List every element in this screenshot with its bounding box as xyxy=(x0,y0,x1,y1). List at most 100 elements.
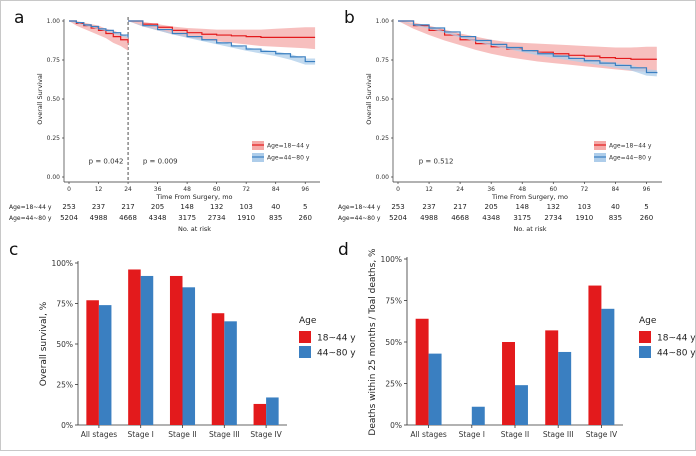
panel-letter-b: b xyxy=(344,8,355,28)
category-label: All stages xyxy=(81,430,118,439)
y-tick-label: 0.75 xyxy=(376,57,390,64)
risk-row-label: Age=18~44 y xyxy=(9,204,52,211)
bar-young xyxy=(128,269,141,425)
y-axis-title: Overall Survival xyxy=(36,73,44,125)
risk-value: 5204 xyxy=(389,214,407,222)
category-label: Stage III xyxy=(543,430,574,439)
survival-line-young xyxy=(69,20,129,43)
bar-old xyxy=(515,385,528,425)
risk-value: 4988 xyxy=(90,214,108,222)
risk-value: 103 xyxy=(578,203,591,211)
y-tick-label: 0.50 xyxy=(376,96,390,103)
category-label: All stages xyxy=(410,430,447,439)
y-tick-label: 25% xyxy=(385,380,402,389)
risk-value: 40 xyxy=(271,203,280,211)
legend-swatch-old xyxy=(299,346,311,358)
risk-value: 4348 xyxy=(149,214,167,222)
x-tick-label: 0 xyxy=(396,186,400,193)
risk-value: 260 xyxy=(640,214,653,222)
x-tick-label: 96 xyxy=(643,186,651,193)
risk-row-label: Age=44~80 y xyxy=(9,215,52,222)
bar-old xyxy=(224,321,237,425)
risk-value: 4348 xyxy=(482,214,500,222)
ci-band-young xyxy=(398,21,657,72)
bar-young xyxy=(211,313,225,425)
risk-value: 260 xyxy=(299,214,312,222)
risk-value: 148 xyxy=(516,203,529,211)
bar-old xyxy=(428,353,442,425)
x-tick-label: 12 xyxy=(95,186,103,193)
x-tick-label: 0 xyxy=(67,186,71,193)
risk-value: 217 xyxy=(453,203,466,211)
y-axis-title: Deaths within 25 months / Toal deaths, % xyxy=(368,248,378,436)
bar-young xyxy=(502,342,515,425)
legend-label-old: Age=44~80 y xyxy=(609,155,652,162)
y-tick-label: 1.00 xyxy=(47,18,61,25)
risk-value: 2734 xyxy=(544,214,562,222)
risk-value: 835 xyxy=(269,214,282,222)
x-tick-label: 24 xyxy=(124,186,132,193)
p-value-label: p = 0.009 xyxy=(143,158,178,166)
legend-title: Age xyxy=(299,316,317,326)
bar-old xyxy=(471,406,485,425)
y-tick-label: 0.25 xyxy=(376,135,390,142)
bar-old xyxy=(182,287,196,425)
risk-value: 3175 xyxy=(513,214,531,222)
legend-label-old: Age=44~80 y xyxy=(267,155,310,162)
legend-swatch-young xyxy=(299,331,311,343)
legend-label-young: 18~44 y xyxy=(657,334,696,344)
legend-label-young: Age=18~44 y xyxy=(609,143,652,150)
risk-value: 103 xyxy=(239,203,252,211)
bar-young xyxy=(415,318,429,425)
risk-value: 217 xyxy=(121,203,134,211)
x-tick-label: 84 xyxy=(612,186,620,193)
y-axis-title: Overall Survival xyxy=(365,73,373,125)
bar-young xyxy=(253,403,267,425)
x-tick-label: 60 xyxy=(213,186,221,193)
risk-value: 5 xyxy=(303,203,307,211)
y-tick-label: 1.00 xyxy=(376,18,390,25)
risk-row-label: Age=44~80 y xyxy=(338,215,381,222)
y-tick-label: 75% xyxy=(56,300,73,309)
y-tick-label: 0% xyxy=(61,421,73,430)
risk-value: 40 xyxy=(611,203,620,211)
category-label: Stage III xyxy=(209,430,240,439)
bar-old xyxy=(558,351,572,425)
survival-line-old xyxy=(398,20,658,74)
risk-value: 205 xyxy=(484,203,497,211)
x-tick-label: 48 xyxy=(518,186,526,193)
category-label: Stage I xyxy=(459,430,485,439)
y-tick-label: 50% xyxy=(385,338,402,347)
bar-young xyxy=(545,330,559,425)
p-value-label: p = 0.512 xyxy=(419,158,454,166)
bar-old xyxy=(98,305,112,425)
x-tick-label: 12 xyxy=(425,186,433,193)
ci-band-old xyxy=(398,21,657,77)
risk-value: 237 xyxy=(92,203,105,211)
risk-value: 2734 xyxy=(208,214,226,222)
x-tick-label: 60 xyxy=(549,186,557,193)
risk-value: 3175 xyxy=(178,214,196,222)
category-label: Stage II xyxy=(168,430,196,439)
legend-label-young: 18~44 y xyxy=(317,334,356,344)
x-axis-title: Time From Surgery, mo xyxy=(155,193,232,201)
legend-label-old: 44~80 y xyxy=(657,349,696,359)
risk-value: 253 xyxy=(391,203,404,211)
risk-value: 835 xyxy=(609,214,622,222)
risk-table-title: No. at risk xyxy=(513,225,546,233)
y-tick-label: 100% xyxy=(52,259,73,268)
category-label: Stage IV xyxy=(586,430,618,439)
bar-young xyxy=(86,300,99,425)
y-axis-title: Overall survival, % xyxy=(39,301,49,386)
panel-letter-a: a xyxy=(14,8,24,28)
x-tick-label: 36 xyxy=(487,186,495,193)
risk-table-title: No. at risk xyxy=(178,225,211,233)
y-tick-label: 50% xyxy=(56,340,73,349)
x-tick-label: 36 xyxy=(154,186,162,193)
category-label: Stage I xyxy=(128,430,154,439)
y-tick-label: 75% xyxy=(385,297,402,306)
x-tick-label: 24 xyxy=(456,186,464,193)
risk-value: 237 xyxy=(422,203,435,211)
